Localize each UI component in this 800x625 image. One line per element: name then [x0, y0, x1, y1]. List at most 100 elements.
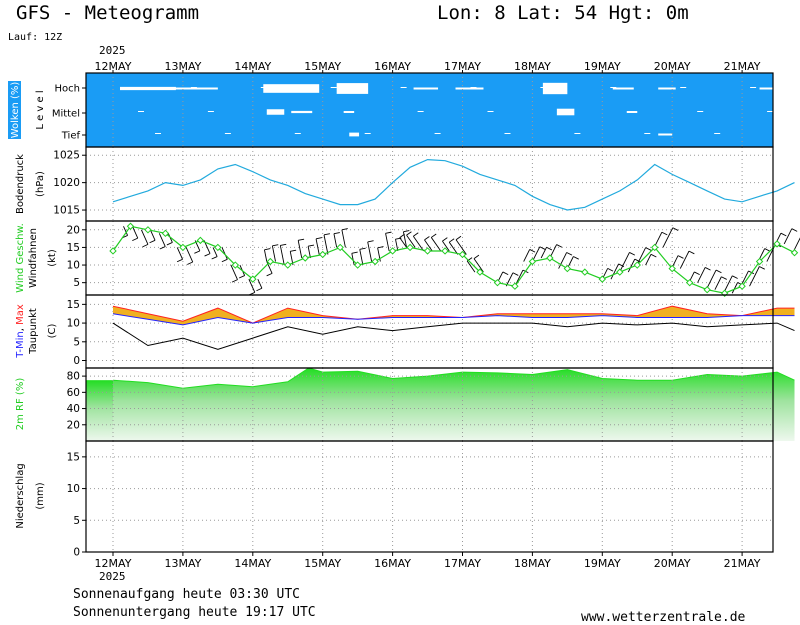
wind-barb — [749, 266, 760, 287]
wind-barb-feather — [280, 243, 287, 246]
wind-barb-feather — [442, 237, 448, 242]
t-range-fill — [113, 306, 795, 325]
y-axis-title-part: Max — [15, 304, 26, 328]
wind-barb — [705, 269, 717, 290]
cloud-gap — [224, 133, 231, 134]
wind-barb-feather — [688, 250, 695, 255]
wind-barb — [448, 241, 459, 255]
wind-barb — [505, 272, 514, 287]
cloud-gap — [697, 111, 704, 112]
x-tick-label-top: 16MAY — [374, 60, 411, 73]
wind-barb — [430, 237, 442, 252]
wind-barb-feather — [221, 258, 228, 263]
y-axis-title-part: T-Min — [15, 331, 26, 359]
wind-speed-point — [161, 229, 170, 238]
run-label: Lauf: 12Z — [8, 32, 63, 43]
cloud-gap — [434, 133, 441, 134]
wind-speed-point — [318, 250, 327, 259]
wind-barb — [627, 258, 636, 273]
wind-barb-feather — [721, 276, 727, 280]
cloud-gap — [138, 111, 144, 112]
wind-barb-feather — [256, 287, 263, 292]
x-tick-label-bottom: 18MAY — [514, 557, 551, 570]
wind-barb-feather — [351, 251, 358, 254]
wind-barb — [271, 245, 276, 262]
wind-barb-feather — [406, 231, 412, 236]
cloud-gap — [759, 87, 792, 90]
cloud-gap — [487, 111, 494, 112]
y-tick-label: 10 — [67, 483, 80, 495]
wind-barb-feather — [187, 261, 193, 265]
wind-speed-point — [301, 254, 309, 262]
cloud-gap — [714, 133, 721, 134]
x-tick-label-top: 13MAY — [164, 60, 201, 73]
cloud-gap — [400, 87, 407, 88]
x-tick-label-bottom: 13MAY — [164, 557, 201, 570]
wind-speed-point — [633, 261, 641, 269]
wind-barb — [558, 252, 568, 269]
wind-barb-feather — [166, 242, 173, 246]
y-axis-unit: (kt) — [47, 249, 58, 267]
wind-speed-point — [231, 261, 240, 269]
cloud-gap — [767, 111, 774, 112]
wind-barb — [523, 249, 531, 262]
sunrise-text: Sonnenaufgang heute 03:30 UTC — [73, 587, 300, 602]
wind-barb — [359, 249, 364, 266]
location-label: Lon: 8 Lat: 54 Hgt: 0m — [437, 2, 689, 24]
panel-frame — [85, 294, 774, 369]
wind-barb-feather — [566, 252, 573, 256]
wind-barb-feather — [266, 272, 273, 277]
cloud-gap — [644, 133, 651, 134]
wind-barb — [123, 226, 128, 236]
wind-speed-point — [528, 257, 537, 266]
y-tick-label: 0 — [73, 547, 80, 559]
y-axis-title: 2m RF (%) — [15, 378, 26, 431]
wind-barb-feather — [231, 279, 238, 283]
wind-barb — [307, 246, 311, 259]
page-title: GFS - Meteogramm — [16, 2, 200, 24]
wind-speed-point — [353, 261, 362, 269]
y-axis-unit: (C) — [47, 324, 58, 339]
wind-speed-point — [476, 268, 484, 276]
x-tick-label-bottom: 17MAY — [444, 557, 481, 570]
wind-barb — [132, 226, 139, 239]
y-axis-unit: (hPa) — [35, 171, 46, 197]
wind-barb — [351, 253, 355, 266]
wind-speed-point — [598, 275, 607, 283]
wind-barb — [395, 239, 399, 252]
wind-speed-point — [546, 254, 554, 262]
wind-speed-point — [790, 249, 799, 257]
website-link[interactable]: www.wetterzentrale.de — [581, 610, 746, 625]
wind-barb-feather — [529, 249, 536, 253]
wind-barb-feather — [556, 244, 563, 248]
wind-barb-feather — [764, 248, 771, 252]
wind-speed-point — [179, 243, 187, 252]
wind-barb-feather — [323, 233, 330, 236]
wind-barb — [442, 240, 450, 252]
y-tick-label: 1020 — [53, 177, 80, 189]
rh-line — [112, 367, 795, 389]
wind-barb-feather — [272, 244, 279, 247]
cloud-label-bg — [8, 81, 21, 139]
t-min-line — [112, 313, 795, 326]
wind-speed-point — [126, 222, 135, 230]
y-tick-label: 10 — [67, 318, 80, 330]
wind-speed-point — [388, 247, 397, 255]
cloud-gap — [291, 110, 313, 114]
wind-barb-feather — [455, 235, 462, 241]
wind-barb-feather — [159, 246, 166, 250]
wind-barb-feather — [341, 228, 348, 231]
cloud-gap — [417, 111, 424, 112]
y-axis-title-part: , — [15, 328, 26, 331]
wind-speed-point — [423, 247, 432, 255]
wind-speed-point — [651, 243, 659, 252]
x-tick-label-top: 17MAY — [444, 60, 481, 73]
y-axis-title-2: Windfahnen — [28, 228, 39, 288]
wind-barb-feather — [473, 254, 480, 259]
cloud-gap — [610, 87, 617, 88]
wind-barb-feather — [715, 269, 722, 274]
y-tick-label: 80 — [67, 371, 80, 383]
cloud-gap — [190, 87, 197, 88]
wind-speed-point — [685, 278, 694, 287]
wind-barb — [455, 239, 467, 255]
